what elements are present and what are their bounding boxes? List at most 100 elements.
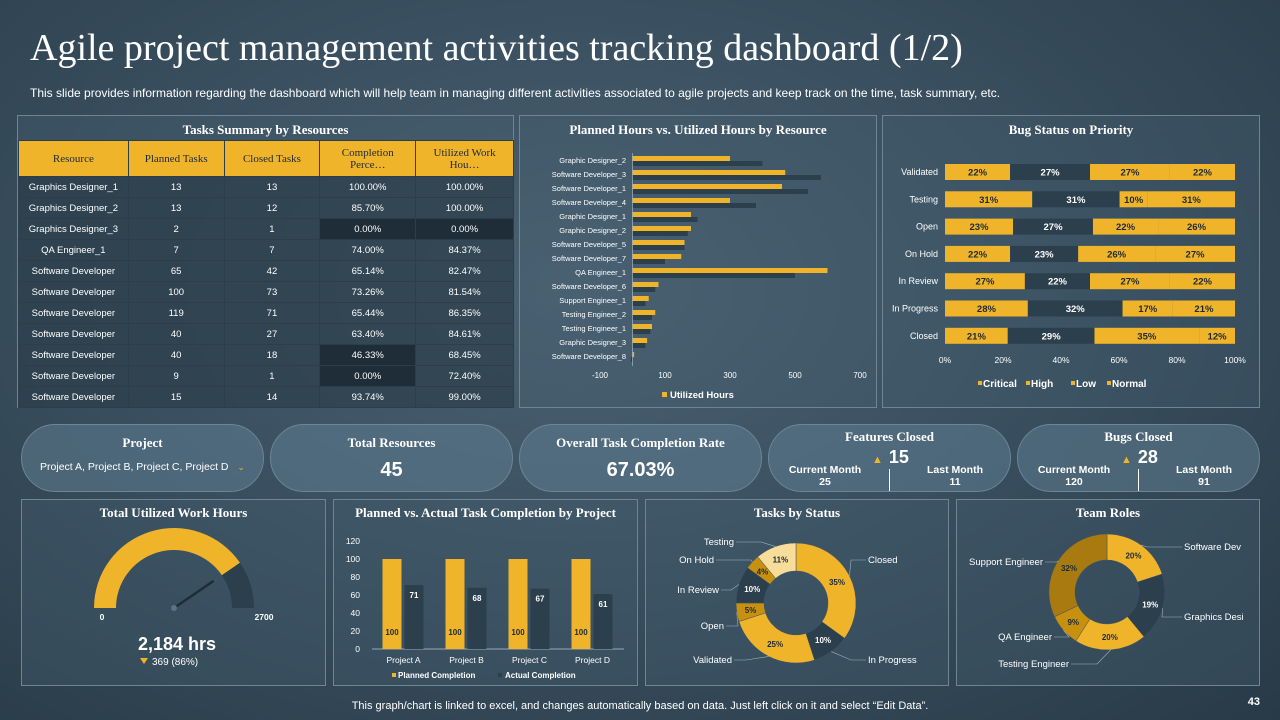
data-label: 23% — [1035, 249, 1055, 260]
column-header[interactable]: Resource — [18, 140, 129, 177]
legend-label: Actual Completion — [505, 671, 576, 680]
column-header[interactable]: Completion Perce… — [319, 140, 417, 177]
planned-vs-actual-chart[interactable]: 0 20 40 60 80 100 120 100 71 Project A 100 68 Projec… — [334, 500, 639, 687]
page-number: 43 — [1247, 696, 1260, 708]
bar-segment — [1010, 164, 1090, 180]
features-last-value: 11 — [949, 476, 961, 488]
bar-segment — [1199, 327, 1235, 344]
data-label: 26% — [1107, 249, 1127, 260]
project-filter-value[interactable]: Project A, Project B, Project C, Project… — [22, 461, 263, 473]
team-roles-chart[interactable]: 20% Software Dev 19% Graphics Desi 20% Testin… — [957, 500, 1261, 687]
y-tick-label: Testing — [909, 194, 938, 204]
bugs-closed-value: 28 — [1137, 447, 1158, 467]
bar-utilized — [632, 189, 808, 194]
data-label: 11% — [773, 556, 789, 565]
bug-status-panel[interactable]: Bug Status on Priority Validated 22% 27% 27… — [882, 115, 1260, 408]
y-tick-label: QA Engineer_1 — [575, 268, 626, 277]
x-tick-label: 100 — [658, 371, 672, 380]
category-label: Testing — [704, 537, 734, 548]
bar-utilized — [632, 301, 646, 306]
category-label: Open — [701, 621, 724, 632]
bar-segment — [1092, 218, 1159, 235]
completion-rate-title: Overall Task Completion Rate — [556, 435, 725, 450]
table-cell: 1 — [223, 218, 321, 240]
bar-segment — [1147, 191, 1235, 208]
table-cell: 65.14% — [319, 260, 417, 282]
table-cell: Graphics Designer_3 — [18, 218, 129, 240]
table-cell: 71 — [223, 302, 321, 324]
features-closed-card: Features Closed ▲ 15 Current Month 25 Last… — [768, 424, 1011, 492]
column-header[interactable]: Closed Tasks — [223, 140, 321, 177]
column-header[interactable]: Planned Tasks — [127, 140, 225, 177]
table-cell: 15 — [127, 386, 225, 408]
bar-segment — [945, 327, 1008, 344]
planned-vs-actual-panel[interactable]: Planned vs. Actual Task Completion by Pr… — [333, 499, 638, 686]
bug-status-chart[interactable]: Validated 22% 27% 27% 22% Testing 31% 31% 10% 31%… — [883, 116, 1261, 409]
legend-label: Planned Completion — [398, 671, 475, 680]
utilized-hours-panel[interactable]: Total Utilized Work Hours 0 2700 2,184 hrs… — [21, 499, 326, 686]
table-row: Graphics Designer_3 2 1 0.00% 0.00% — [18, 218, 514, 240]
table-cell: 40 — [127, 323, 225, 345]
data-label: 4% — [757, 568, 769, 577]
table-row: Software Developer 65 42 65.14% 82.47% — [18, 260, 514, 282]
data-label: 100 — [385, 628, 399, 637]
table-cell: Software Developer — [18, 323, 129, 345]
y-tick-label: Software Developer_6 — [552, 282, 626, 291]
features-closed-title: Features Closed — [845, 429, 934, 444]
y-tick-label: 80 — [351, 572, 361, 582]
gauge-fill — [94, 528, 241, 608]
gauge-pivot — [171, 605, 177, 611]
leader-line — [1140, 544, 1182, 548]
chevron-down-icon[interactable]: ⌄ — [237, 462, 245, 472]
y-tick-label: 40 — [351, 608, 361, 618]
x-tick-label: 40% — [1052, 355, 1069, 365]
data-label: 27% — [1041, 168, 1061, 179]
bar-planned — [632, 352, 635, 357]
bar-utilized — [632, 175, 821, 180]
table-cell: 0.00% — [415, 218, 514, 240]
planned-vs-utilized-chart[interactable]: Graphic Designer_2 Software Developer_3 So… — [520, 116, 878, 409]
x-tick-label: Project B — [449, 655, 484, 665]
bar-planned — [632, 184, 782, 189]
tasks-by-status-chart[interactable]: 35% Closed 10% In Progress 25% Validated 5% Ope… — [646, 500, 950, 687]
data-label: 32% — [1061, 564, 1077, 573]
bar-planned — [632, 170, 786, 175]
table-cell: 0.00% — [319, 365, 417, 387]
bugs-closed-title: Bugs Closed — [1104, 429, 1173, 444]
data-label: 10% — [1124, 195, 1144, 206]
x-tick-label: Project D — [575, 655, 610, 665]
table-cell: 119 — [127, 302, 225, 324]
table-cell: QA Engineer_1 — [18, 239, 129, 261]
legend-swatch — [498, 673, 502, 677]
tasks-summary-table: Resource Planned Tasks Closed Tasks Complet… — [18, 140, 514, 408]
y-tick-label: Software Developer_5 — [552, 240, 626, 249]
bar-segment — [945, 164, 1011, 180]
data-label: 20% — [1125, 552, 1141, 561]
x-tick-label: 700 — [853, 371, 867, 380]
x-tick-label: 60% — [1110, 355, 1127, 365]
team-roles-panel[interactable]: Team Roles 20% Software Dev 19% Graphics De… — [956, 499, 1260, 686]
legend-swatch — [1107, 381, 1111, 385]
leader-line — [1045, 560, 1059, 563]
data-label: 10% — [815, 636, 831, 645]
utilized-hours-gauge[interactable]: 0 2700 2,184 hrs 369 (86%) — [22, 500, 327, 687]
bar-segment — [1078, 245, 1156, 262]
planned-vs-utilized-panel[interactable]: Planned Hours vs. Utilized Hours by Reso… — [519, 115, 877, 408]
y-tick-label: Software Developer_1 — [552, 184, 626, 193]
table-cell: 74.00% — [319, 239, 417, 261]
tasks-by-status-panel[interactable]: Tasks by Status 35% Closed 10% In Progress 2… — [645, 499, 949, 686]
page-subtitle: This slide provides information regardin… — [30, 86, 1001, 100]
bar-utilized — [632, 273, 795, 278]
y-tick-label: Software Developer_7 — [552, 254, 626, 263]
data-label: 22% — [1193, 277, 1213, 288]
leader-line — [1161, 608, 1182, 618]
data-label: 27% — [1120, 168, 1140, 179]
project-filter[interactable]: Project Project A, Project B, Project C,… — [21, 424, 264, 492]
kpi-divider — [889, 469, 890, 491]
column-header[interactable]: Utilized Work Hou… — [415, 140, 514, 177]
bugs-current: Current Month 120 — [1034, 464, 1114, 488]
bar-planned — [632, 226, 691, 231]
triangle-up-icon: ▲ — [872, 454, 883, 466]
bar-segment — [945, 191, 1033, 208]
bar-segment — [1155, 245, 1235, 262]
